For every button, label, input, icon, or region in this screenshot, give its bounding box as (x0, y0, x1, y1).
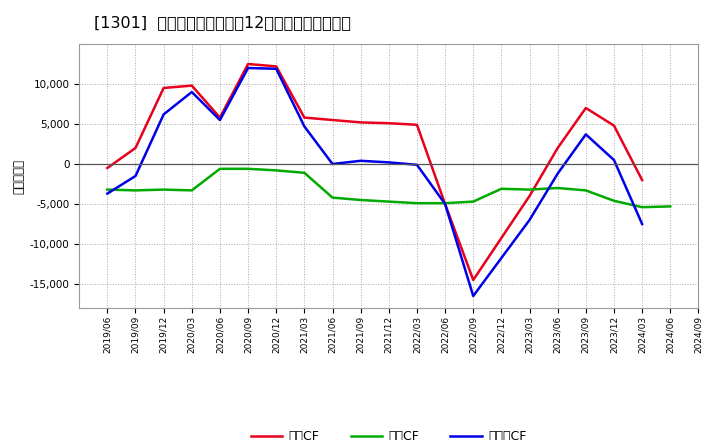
投資CF (131, 188, 140, 193)
投資CF (469, 199, 477, 204)
フリーCF (187, 89, 196, 95)
投資CF (384, 199, 393, 204)
営業CF (103, 165, 112, 171)
投資CF (159, 187, 168, 192)
営業CF (244, 61, 253, 66)
投資CF (328, 195, 337, 200)
Text: [1301]  キャッシュフローの12か月移動合計の推移: [1301] キャッシュフローの12か月移動合計の推移 (94, 15, 351, 30)
Line: 営業CF: 営業CF (107, 64, 642, 280)
フリーCF (356, 158, 365, 163)
フリーCF (469, 293, 477, 299)
Line: 投資CF: 投資CF (107, 169, 670, 207)
営業CF (159, 85, 168, 91)
投資CF (272, 168, 281, 173)
営業CF (554, 145, 562, 150)
投資CF (441, 201, 449, 206)
投資CF (244, 166, 253, 172)
営業CF (525, 193, 534, 198)
投資CF (187, 188, 196, 193)
営業CF (610, 123, 618, 128)
投資CF (610, 198, 618, 203)
営業CF (582, 105, 590, 110)
営業CF (384, 121, 393, 126)
営業CF (638, 177, 647, 183)
投資CF (638, 205, 647, 210)
フリーCF (328, 161, 337, 167)
フリーCF (413, 162, 421, 168)
投資CF (554, 185, 562, 191)
フリーCF (244, 66, 253, 71)
投資CF (666, 204, 675, 209)
Y-axis label: （百万円）: （百万円） (12, 158, 25, 194)
フリーCF (441, 202, 449, 207)
投資CF (582, 188, 590, 193)
フリーCF (554, 171, 562, 176)
Legend: 営業CF, 投資CF, フリーCF: 営業CF, 投資CF, フリーCF (246, 425, 531, 440)
Line: フリーCF: フリーCF (107, 68, 642, 296)
フリーCF (272, 66, 281, 71)
営業CF (413, 122, 421, 128)
営業CF (356, 120, 365, 125)
フリーCF (131, 173, 140, 179)
フリーCF (300, 124, 309, 129)
投資CF (103, 187, 112, 192)
営業CF (328, 117, 337, 123)
営業CF (300, 115, 309, 120)
営業CF (441, 202, 449, 207)
営業CF (187, 83, 196, 88)
投資CF (215, 166, 224, 172)
投資CF (413, 201, 421, 206)
フリーCF (159, 112, 168, 117)
フリーCF (384, 160, 393, 165)
フリーCF (215, 117, 224, 123)
営業CF (131, 145, 140, 150)
営業CF (215, 115, 224, 120)
投資CF (300, 170, 309, 176)
営業CF (272, 64, 281, 69)
フリーCF (103, 191, 112, 196)
フリーCF (638, 221, 647, 227)
投資CF (356, 198, 365, 203)
投資CF (497, 186, 505, 191)
営業CF (469, 277, 477, 282)
投資CF (525, 187, 534, 192)
フリーCF (610, 158, 618, 163)
フリーCF (582, 132, 590, 137)
フリーCF (525, 217, 534, 223)
